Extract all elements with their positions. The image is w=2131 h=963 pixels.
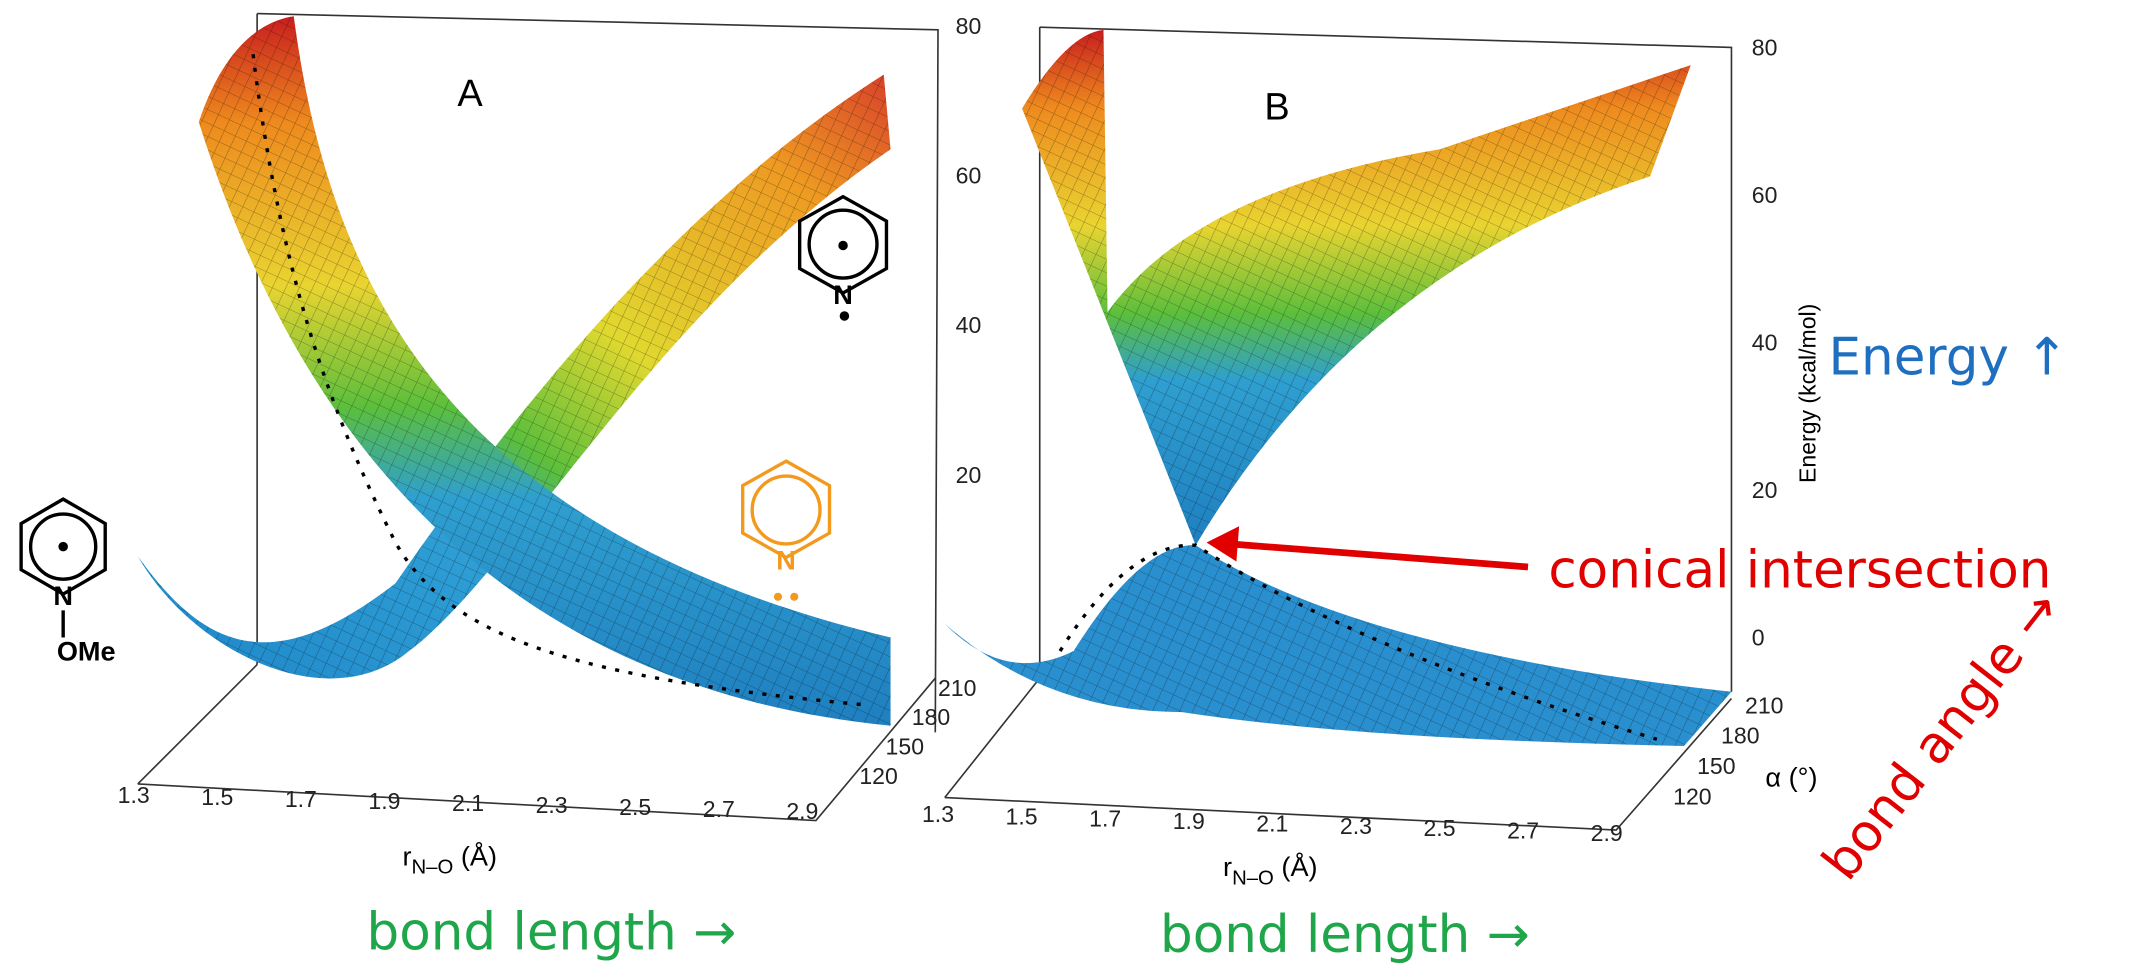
angle-tick-label: 120	[1673, 783, 1711, 809]
angle-tick-label: 150	[1697, 753, 1735, 779]
lone-pair	[790, 592, 799, 601]
x-label-main: r	[1223, 851, 1232, 882]
energy-tick-label: 20	[956, 462, 982, 488]
x-tick-label: 1.3	[922, 801, 954, 827]
energy-tick-label: 40	[1752, 330, 1778, 356]
x-tick-label: 2.9	[1591, 820, 1623, 846]
x-tick-label: 2.9	[786, 798, 818, 824]
x-label-sub: N–O	[411, 856, 453, 878]
x-tick-label: 2.5	[1423, 815, 1455, 841]
annotation: bond length →	[367, 902, 737, 962]
x-axis-label: rN–O (Å)	[402, 840, 497, 878]
energy-axis-label: Energy (kcal/mol)	[1795, 304, 1821, 483]
x-tick-label: 2.7	[703, 796, 735, 822]
x-label-unit: (Å)	[453, 840, 497, 871]
angle-tick-label: 180	[1721, 723, 1759, 749]
panel-label: A	[457, 73, 483, 115]
x-tick-label: 1.3	[118, 782, 150, 808]
x-tick-label: 1.7	[1089, 806, 1121, 832]
radical-dot	[839, 311, 850, 321]
atom-label: N	[776, 545, 796, 576]
x-tick-label: 2.3	[536, 792, 568, 818]
lone-pair	[773, 592, 783, 601]
angle-tick-label: 180	[912, 704, 950, 730]
energy-tick-label: 60	[956, 163, 982, 189]
energy-tick-label: 40	[956, 312, 982, 338]
x-tick-label: 1.7	[285, 786, 317, 812]
x-tick-label: 2.1	[452, 790, 484, 816]
x-label-main: r	[402, 840, 411, 871]
panel-b-surfaces	[944, 29, 1732, 746]
panel-label: B	[1264, 86, 1289, 128]
annotation: conical intersection	[1548, 540, 2051, 600]
x-tick-label: 2.3	[1340, 813, 1372, 839]
x-axis-label: rN–O (Å)	[1223, 851, 1318, 889]
atom-label: N	[53, 580, 73, 611]
x-tick-label: 1.5	[1006, 803, 1038, 829]
molecule-orange	[740, 459, 832, 560]
x-label-sub: N–O	[1232, 867, 1274, 889]
x-tick-label: 1.9	[1173, 808, 1205, 834]
x-tick-label: 1.9	[368, 788, 400, 814]
energy-tick-label: 80	[956, 13, 982, 39]
angle-tick-label: 120	[859, 763, 897, 789]
radical-dot	[58, 541, 68, 552]
atom-label: N	[833, 279, 853, 310]
energy-tick-label: 60	[1752, 182, 1778, 208]
energy-tick-label: 0	[1752, 625, 1765, 651]
angle-tick-label: 210	[938, 675, 976, 701]
x-tick-label: 2.7	[1507, 818, 1539, 844]
x-tick-label: 2.5	[619, 794, 651, 820]
angle-tick-label: 150	[886, 734, 924, 760]
atom-label: OMe	[57, 636, 116, 667]
arrow	[1206, 526, 1529, 571]
angle-axis-label: α (°)	[1765, 762, 1817, 793]
x-tick-label: 2.1	[1256, 810, 1288, 836]
panel-a-surfaces	[137, 16, 891, 726]
x-tick-label: 1.5	[201, 784, 233, 810]
energy-tick-label: 20	[1752, 477, 1778, 503]
angle-tick-label: 210	[1745, 692, 1783, 718]
molecule-right	[797, 194, 889, 295]
molecule-left	[19, 497, 107, 638]
annotation: bond length →	[1160, 905, 1530, 963]
energy-tick-label: 80	[1752, 35, 1778, 61]
annotation: Energy ↑	[1828, 327, 2068, 387]
x-label-unit: (Å)	[1274, 851, 1318, 882]
annotation: bond angle →	[1811, 580, 2073, 892]
radical-dot	[838, 240, 848, 251]
